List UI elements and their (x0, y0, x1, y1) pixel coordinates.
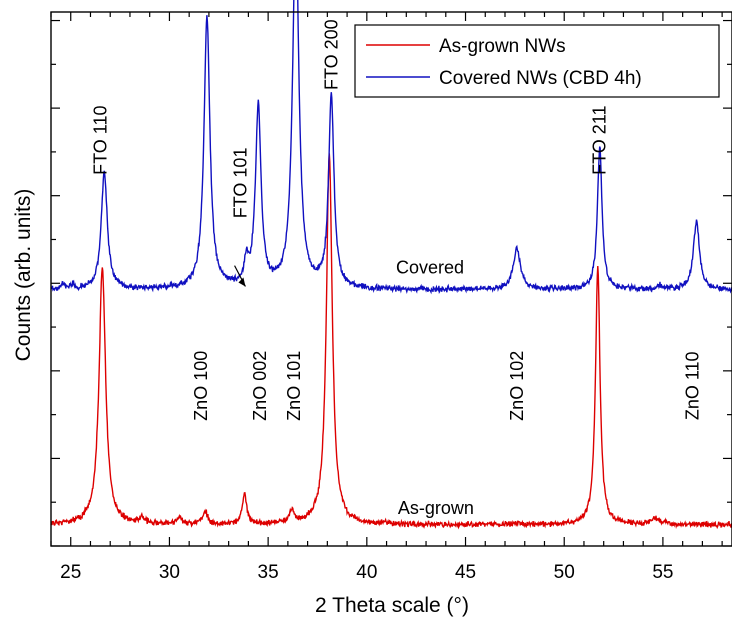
series-line-as-grown (50, 153, 732, 530)
axis-ticks: 25 30 35 40 45 50 55 (50, 12, 732, 583)
annotation-asgrown: As-grown (398, 498, 474, 518)
x-tick-label-30: 30 (159, 562, 180, 583)
x-tick-label-50: 50 (554, 562, 575, 583)
fto101-arrow-head (238, 277, 246, 287)
peak-annotations: FTO 110 FTO 101 FTO 200 FTO 211 ZnO 100 ZnO 0… (90, 19, 702, 518)
annotation-fto211: FTO 211 (590, 106, 610, 175)
series-group (50, 0, 732, 530)
series-line-covered (50, 0, 732, 295)
plot-frame (50, 11, 732, 547)
x-tick-label-40: 40 (356, 562, 377, 583)
x-tick-label-25: 25 (60, 562, 81, 583)
annotation-fto110: FTO 110 (90, 106, 110, 175)
annotation-zno100: ZnO 100 (191, 351, 211, 421)
annotation-zno102: ZnO 102 (507, 351, 527, 421)
legend-label-as-grown: As-grown NWs (439, 36, 566, 57)
x-axis-title: 2 Theta scale (°) (315, 594, 469, 617)
legend: As-grown NWs Covered NWs (CBD 4h) (354, 24, 720, 98)
annotation-fto200: FTO 200 (321, 19, 341, 90)
x-tick-label-45: 45 (455, 562, 476, 583)
legend-label-covered: Covered NWs (CBD 4h) (439, 68, 642, 89)
legend-box (354, 24, 720, 98)
annotation-zno110: ZnO 110 (683, 351, 703, 420)
annotation-zno002: ZnO 002 (250, 351, 270, 421)
annotation-fto101: FTO 101 (231, 148, 251, 219)
x-tick-label-55: 55 (652, 562, 673, 583)
annotation-zno101: ZnO 101 (284, 351, 304, 421)
y-axis-title: Counts (arb. units) (12, 189, 35, 362)
annotation-covered: Covered (396, 258, 464, 278)
x-tick-label-35: 35 (258, 562, 279, 583)
